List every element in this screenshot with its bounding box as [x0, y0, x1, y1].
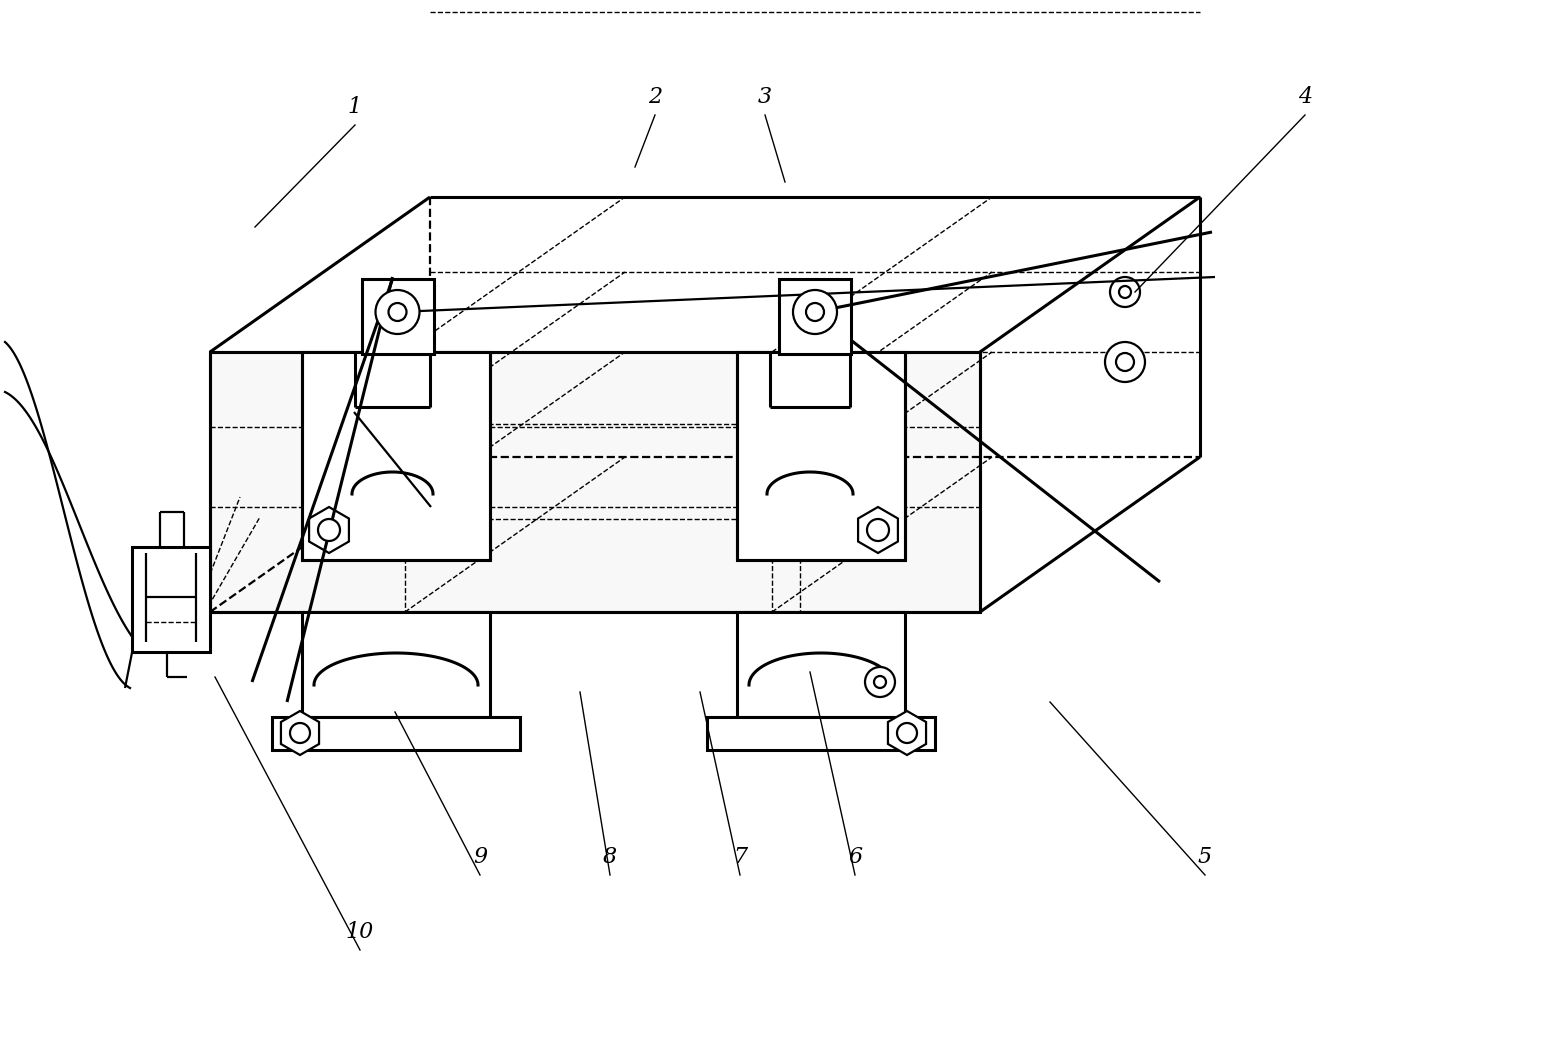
Circle shape	[866, 519, 890, 541]
Text: 4: 4	[1298, 86, 1312, 108]
Text: 6: 6	[848, 846, 862, 868]
Polygon shape	[888, 710, 925, 755]
Text: 3: 3	[757, 86, 773, 108]
Text: 1: 1	[347, 96, 361, 118]
Circle shape	[290, 723, 310, 743]
Bar	[707, 717, 935, 750]
Bar	[302, 352, 491, 560]
Circle shape	[805, 303, 824, 321]
Circle shape	[1109, 277, 1140, 307]
Circle shape	[318, 519, 340, 541]
Circle shape	[865, 667, 894, 697]
Text: 10: 10	[346, 921, 374, 943]
Circle shape	[897, 723, 918, 743]
Circle shape	[388, 303, 407, 321]
Bar	[273, 717, 520, 750]
Circle shape	[1119, 286, 1131, 298]
Bar	[132, 547, 210, 652]
Circle shape	[375, 290, 419, 335]
Text: 8: 8	[603, 846, 617, 868]
Bar	[210, 352, 980, 612]
Text: 7: 7	[732, 846, 748, 868]
Bar	[737, 352, 905, 560]
Circle shape	[1105, 342, 1145, 382]
Bar	[779, 279, 851, 354]
Bar	[361, 279, 433, 354]
Text: 2: 2	[648, 86, 662, 108]
Text: 5: 5	[1198, 846, 1212, 868]
Text: 9: 9	[474, 846, 488, 868]
Circle shape	[793, 290, 837, 335]
Polygon shape	[858, 507, 897, 553]
Circle shape	[1116, 353, 1134, 371]
Bar	[737, 612, 905, 717]
Circle shape	[874, 676, 887, 688]
Bar	[302, 612, 491, 717]
Polygon shape	[280, 710, 319, 755]
Polygon shape	[308, 507, 349, 553]
